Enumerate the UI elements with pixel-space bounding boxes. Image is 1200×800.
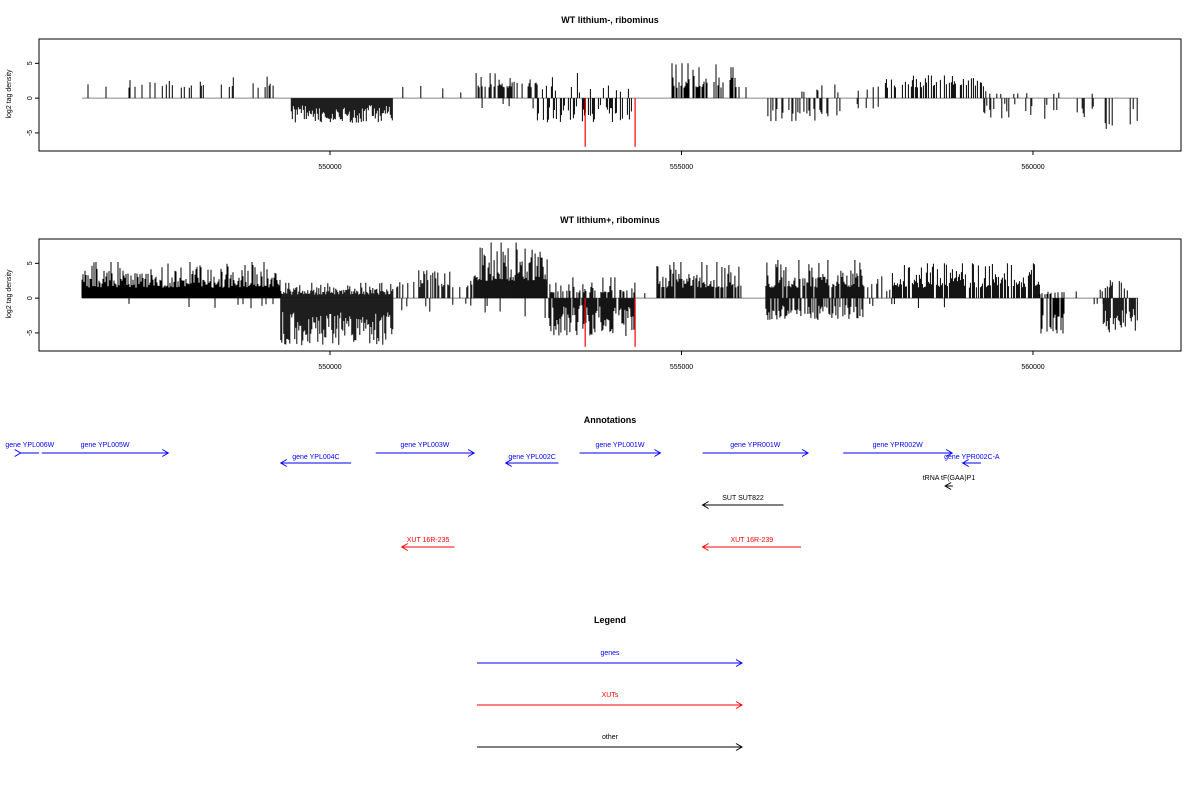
annotations-track: Annotations gene YPL006W gene YPL005Wgene…: [5, 415, 1000, 551]
y-axis: 5 0 -5: [27, 61, 40, 136]
feature-arrow-head: [467, 449, 476, 457]
feature-label: gene YPR002W: [873, 442, 923, 449]
annotation-feature: SUT SUT822: [701, 495, 784, 509]
x-tick-label: 560000: [1021, 364, 1044, 371]
x-axis: 550000 555000 560000: [318, 150, 1045, 171]
track-panel-lithium-minus: WT lithium-, ribominus log2 tag density …: [6, 15, 1182, 171]
bar-group: [82, 63, 1138, 129]
annotation-feature: gene YPR002C-A: [944, 454, 1000, 467]
feature-arrow-head: [400, 543, 408, 551]
feature-arrow-head: [504, 459, 513, 467]
x-axis: 550000 555000 560000: [318, 350, 1045, 371]
legend-arrow-head: [735, 659, 743, 667]
x-tick-label: 550000: [318, 164, 341, 171]
y-tick-label: 5: [27, 61, 34, 65]
feature-arrow-head: [14, 449, 22, 457]
legend-item-other: other: [477, 734, 743, 751]
legend-title: Legend: [594, 615, 626, 625]
y-tick-label: -5: [27, 130, 34, 136]
y-tick-label: 0: [27, 96, 34, 100]
x-tick-label: 560000: [1021, 164, 1044, 171]
highlight-bar-group: [584, 298, 636, 347]
annotation-feature: gene YPR002W: [843, 442, 954, 457]
x-tick-label: 550000: [318, 364, 341, 371]
feature-label: XUT 16R-239: [730, 537, 773, 544]
feature-label: gene YPR002C-A: [944, 454, 1000, 461]
legend-item-gene: genes: [477, 650, 743, 667]
panel-title: WT lithium+, ribominus: [560, 215, 660, 225]
x-tick-label: 555000: [670, 164, 693, 171]
annotation-feature: gene YPL001W: [579, 442, 662, 457]
annotation-feature: gene YPL003W: [375, 442, 476, 457]
y-tick-label: 0: [27, 296, 34, 300]
feature-arrow-head: [944, 482, 952, 490]
feature-label: gene YPL006W: [5, 442, 54, 449]
feature-arrow-head: [701, 543, 709, 551]
y-axis-label: log2 tag density: [6, 69, 13, 119]
bar-group: [81, 242, 1138, 346]
legend-label: XUTs: [602, 692, 619, 699]
highlight-bar-group: [584, 98, 636, 147]
x-tick-label: 555000: [670, 364, 693, 371]
feature-label: XUT 16R-235: [407, 537, 450, 544]
feature-arrow-head: [945, 449, 954, 457]
annotation-feature: gene YPL002C: [504, 454, 559, 467]
y-tick-label: -5: [27, 330, 34, 336]
feature-label: tRNA tF(GAA)P1: [923, 475, 976, 482]
feature-arrow-head: [654, 449, 662, 457]
feature-label: gene YPL001W: [596, 442, 645, 449]
legend-item-xut: XUTs: [477, 692, 743, 709]
legend-label: other: [602, 734, 619, 741]
annotation-feature: gene YPR001W: [702, 442, 810, 457]
y-tick-label: 5: [27, 261, 34, 265]
feature-label: gene YPL003W: [400, 442, 449, 449]
feature-label: gene YPL002C: [508, 454, 555, 461]
feature-arrow-head: [701, 501, 709, 509]
annotation-feature: tRNA tF(GAA)P1: [923, 475, 976, 490]
track-panel-lithium-plus: WT lithium+, ribominus log2 tag density …: [6, 215, 1182, 371]
legend-arrow-head: [735, 743, 743, 751]
legend-label: genes: [600, 650, 620, 657]
panel-title: WT lithium-, ribominus: [561, 15, 659, 25]
annotation-features: gene YPL006W gene YPL005W gene YPL004C gene…: [5, 442, 1000, 551]
feature-arrow-head: [801, 449, 810, 457]
legend-arrow-head: [735, 701, 743, 709]
feature-label: gene YPR001W: [730, 442, 780, 449]
annotation-feature: gene YPL006W: [5, 442, 55, 457]
annotation-feature: XUT 16R-239: [701, 537, 802, 551]
feature-label: gene YPL004C: [292, 454, 339, 461]
feature-label: gene YPL005W: [81, 442, 130, 449]
feature-arrow-head: [279, 459, 288, 467]
y-axis-label: log2 tag density: [6, 269, 13, 319]
feature-arrow-head: [961, 459, 969, 467]
legend-items: genes XUTs other: [477, 650, 743, 751]
legend: Legend genes XUTs other: [477, 615, 743, 751]
y-axis: 5 0 -5: [27, 261, 40, 336]
annotation-feature: gene YPL004C: [279, 454, 352, 467]
annotations-title: Annotations: [584, 415, 637, 425]
annotation-feature: XUT 16R-235: [400, 537, 455, 551]
feature-label: SUT SUT822: [722, 495, 764, 502]
annotation-feature: gene YPL005W: [41, 442, 170, 457]
feature-arrow-head: [162, 449, 170, 457]
